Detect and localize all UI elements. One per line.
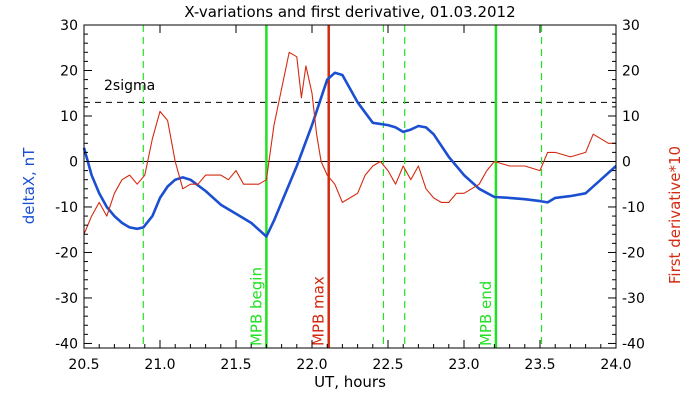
y-tick-label-left-6: -30 — [55, 291, 78, 307]
mpb-markers: MPB begin MPB max MPB end — [247, 25, 498, 348]
x-tick-label-7: 24.0 — [600, 357, 631, 373]
y-tick-label-right-3: 0 — [622, 154, 631, 170]
y-axis-label-right: First derivative*10 — [666, 146, 684, 284]
y-tick-label-left-5: -20 — [55, 245, 78, 261]
y-tick-label-right-0: 30 — [622, 18, 640, 34]
y-tick-label-right-4: -10 — [622, 200, 645, 216]
x-tick-label-0: 20.5 — [68, 357, 99, 373]
marker-label-0: MPB begin — [247, 267, 265, 346]
series-lines — [82, 51, 617, 238]
y-tick-label-left-2: 10 — [60, 109, 78, 125]
marker-label-1: MPB max — [310, 276, 328, 346]
reference-lines — [84, 25, 616, 348]
x-tick-label-2: 21.5 — [220, 357, 251, 373]
x-tick-label-5: 23.0 — [448, 357, 479, 373]
series-derivative — [83, 51, 616, 235]
x-tick-label-4: 22.5 — [372, 357, 403, 373]
x-tick-label-3: 22.0 — [296, 357, 327, 373]
threshold-label: 2sigma — [104, 78, 155, 94]
x-tick-label-1: 21.0 — [144, 357, 175, 373]
y-tick-label-right-2: 10 — [622, 109, 640, 125]
y-tick-label-right-7: -40 — [622, 336, 645, 352]
x-axis-label: UT, hours — [314, 373, 386, 391]
y-tick-label-left-1: 20 — [60, 63, 78, 79]
y-tick-label-left-4: -10 — [55, 200, 78, 216]
y-tick-label-left-7: -40 — [55, 336, 78, 352]
y-tick-label-left-0: 30 — [60, 18, 78, 34]
marker-label-2: MPB end — [477, 281, 495, 346]
y-tick-label-right-1: 20 — [622, 63, 640, 79]
y-tick-label-right-5: -20 — [622, 245, 645, 261]
series-deltaX — [82, 71, 617, 238]
chart-title: X-variations and first derivative, 01.03… — [184, 3, 515, 21]
plot-frame — [83, 24, 617, 349]
y-tick-label-right-6: -30 — [622, 291, 645, 307]
axis-ticks: 20.5 21.0 21.5 22.0 22.5 23.0 23.5 24.0 30 20 10 0 -… — [55, 18, 645, 373]
x-tick-label-6: 23.5 — [524, 357, 555, 373]
y-tick-label-left-3: 0 — [69, 154, 78, 170]
y-axis-label-left: deltaX, nT — [20, 147, 38, 224]
